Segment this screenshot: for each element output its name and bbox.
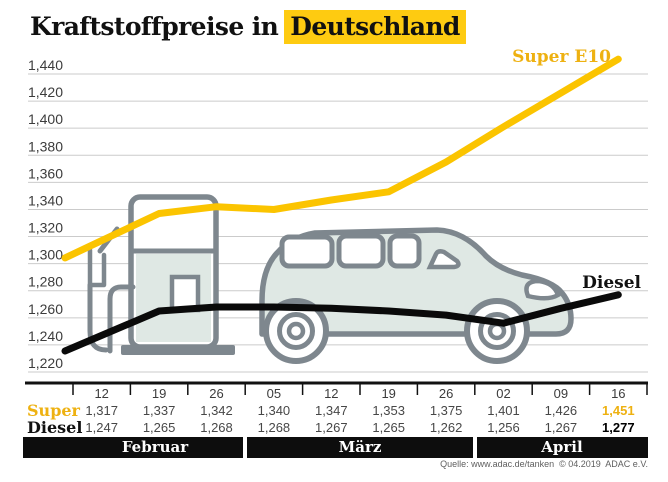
y-tick-label: 1,240 <box>28 328 63 344</box>
table-label-super: Super <box>27 401 80 420</box>
diesel-value-cell: 1,268 <box>200 420 233 435</box>
title-text: Kraftstoffpreise in <box>30 12 279 41</box>
diesel-value-cell: 1,247 <box>85 420 118 435</box>
month-bar-april: April <box>477 437 648 458</box>
super-value-cell: 1,375 <box>429 403 463 418</box>
diesel-value-cell: 1,256 <box>487 420 520 435</box>
super-value-cell: 1,347 <box>315 403 348 418</box>
diesel-value-cell: 1,277 <box>602 420 635 435</box>
series-line-diesel <box>61 291 622 355</box>
y-tick-label: 1,340 <box>28 192 63 208</box>
super-value-cell: 1,401 <box>487 403 520 418</box>
month-label: März <box>338 438 382 456</box>
car-icon <box>259 227 574 364</box>
series-line-super-e10 <box>61 55 622 262</box>
y-tick-label: 1,300 <box>28 247 63 263</box>
date-cell: 12 <box>94 386 109 401</box>
date-cell: 19 <box>381 386 396 401</box>
date-cell: 05 <box>266 386 282 401</box>
series-lines <box>61 55 622 355</box>
date-cell: 19 <box>151 386 167 401</box>
diesel-value-cell: 1,265 <box>142 420 176 435</box>
y-tick-label: 1,280 <box>28 274 63 290</box>
date-cell: 26 <box>209 386 224 401</box>
y-tick-label: 1,220 <box>28 355 63 371</box>
super-value-cell: 1,451 <box>602 403 635 418</box>
x-axis <box>25 381 648 395</box>
table-label-diesel: Diesel <box>27 418 83 437</box>
super-value-cell: 1,317 <box>85 403 118 418</box>
date-cell: 02 <box>496 386 511 401</box>
diesel-value-cell: 1,262 <box>429 420 463 435</box>
super-value-cell: 1,353 <box>372 403 405 418</box>
month-bar-februar: Februar <box>23 437 243 458</box>
diesel-value-cell: 1,268 <box>257 420 291 435</box>
month-bar-marz: März <box>247 437 473 458</box>
y-tick-label: 1,440 <box>28 57 63 73</box>
page-title: Kraftstoffpreise in Deutschland <box>30 10 466 44</box>
super-value-cell: 1,426 <box>544 403 578 418</box>
diesel-value-cell: 1,265 <box>372 420 405 435</box>
date-cell: 26 <box>438 386 454 401</box>
y-axis-labels: 1,440 1,420 1,400 1,380 1,360 1,340 1,320 1,300… <box>28 57 63 371</box>
super-value-cell: 1,337 <box>142 403 176 418</box>
month-label: April <box>541 438 583 456</box>
y-tick-label: 1,260 <box>28 301 63 317</box>
y-tick-label: 1,400 <box>28 111 63 127</box>
fuel-pump-icon <box>87 194 235 355</box>
super-value-cell: 1,342 <box>200 403 233 418</box>
source-credit: Quelle: www.adac.de/tanken © 04.2019 ADA… <box>440 459 648 469</box>
super-value-cell: 1,340 <box>257 403 291 418</box>
y-tick-label: 1,420 <box>28 84 63 100</box>
series-label-diesel: Diesel <box>582 273 641 293</box>
y-tick-label: 1,360 <box>28 165 63 181</box>
front-wheel-icon <box>464 298 530 364</box>
diesel-value-cell: 1,267 <box>315 420 348 435</box>
y-tick-label: 1,380 <box>28 138 63 154</box>
y-tick-label: 1,320 <box>28 220 63 236</box>
date-cell: 09 <box>553 386 569 401</box>
title-highlight: Deutschland <box>284 10 466 44</box>
month-label: Februar <box>121 438 189 456</box>
diesel-value-cell: 1,267 <box>544 420 578 435</box>
series-label-super-e10: Super E10 <box>512 47 611 67</box>
date-cell: 12 <box>324 386 339 401</box>
date-cell: 16 <box>611 386 626 401</box>
rear-wheel-icon <box>263 298 329 364</box>
